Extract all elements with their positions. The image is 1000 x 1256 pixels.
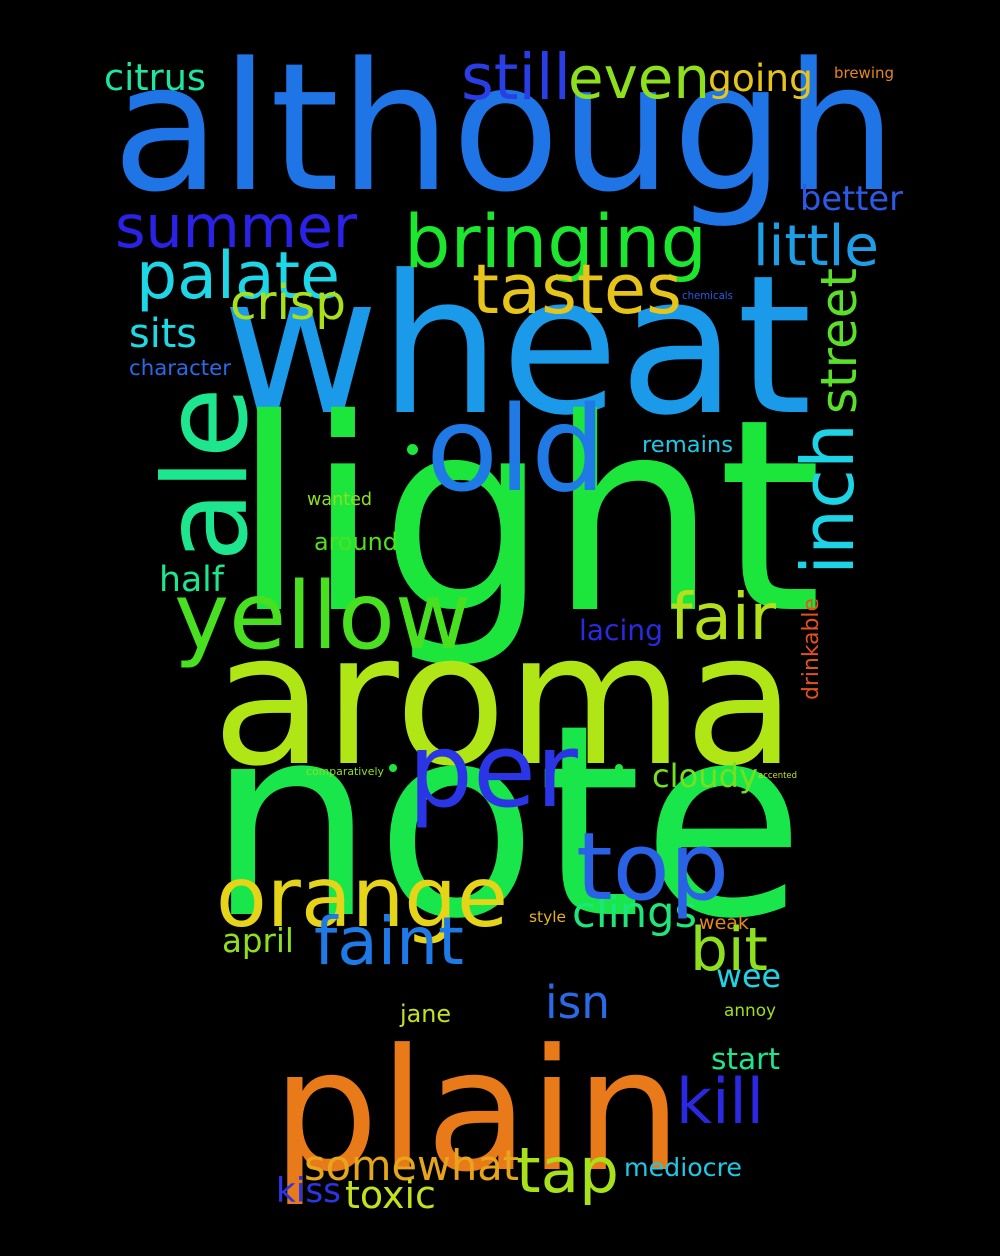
word-remains: remains xyxy=(642,432,733,459)
word-top: top xyxy=(576,812,729,922)
word-style: style xyxy=(529,907,566,926)
word-palate: palate xyxy=(136,238,340,314)
word-faint: faint xyxy=(314,903,464,981)
word-character: character xyxy=(129,356,231,382)
word-cloudy: cloudy xyxy=(652,757,758,796)
word-drinkable: drinkable xyxy=(799,598,825,700)
word-per: per xyxy=(408,711,578,831)
word-citrus: citrus xyxy=(104,56,206,100)
word-still: still xyxy=(461,41,571,114)
word-crisp: crisp xyxy=(230,274,346,331)
word-kill: kill xyxy=(676,1065,764,1139)
word-tap: tap xyxy=(516,1133,619,1207)
word-street: street xyxy=(810,268,869,414)
word-annoy: annoy xyxy=(724,999,776,1020)
word-reminds: reminds xyxy=(0,0,65,17)
word-although: although xyxy=(112,25,897,232)
word-orange: orange xyxy=(216,848,509,946)
word-better: better xyxy=(800,179,903,219)
word-somewhat: somewhat xyxy=(304,1140,519,1190)
word-april: april xyxy=(222,922,294,961)
word-yellow: yellow xyxy=(174,562,471,671)
word-wheat: wheat xyxy=(222,234,812,458)
word-bit: bit xyxy=(690,916,768,986)
word-chemicals: chemicals xyxy=(682,290,733,302)
word-inch: inch xyxy=(786,423,871,575)
word-lacing: lacing xyxy=(579,614,663,648)
word-isn: isn xyxy=(545,975,610,1029)
word-kiss: kiss xyxy=(276,1171,341,1212)
word-sits: sits xyxy=(129,310,197,357)
word-going: going xyxy=(708,56,813,101)
word-accented: accented xyxy=(758,769,797,780)
word-clings: clings xyxy=(572,888,697,939)
word-around: around xyxy=(314,527,398,556)
word-light: light xyxy=(232,361,822,672)
word-weak: weak xyxy=(699,911,749,934)
word-old: old xyxy=(426,380,606,519)
word-comparatively: comparatively xyxy=(306,764,384,778)
dot-mark xyxy=(615,764,623,772)
word-note: note xyxy=(207,667,805,977)
word-toxic: toxic xyxy=(345,1173,436,1218)
word-summer: summer xyxy=(115,192,357,261)
dot-mark xyxy=(406,443,418,455)
word-ale: ale xyxy=(139,387,275,562)
word-jane: jane xyxy=(400,1000,451,1029)
word-start: start xyxy=(711,1041,780,1076)
word-plain: plain xyxy=(272,1012,682,1209)
word-wee: wee xyxy=(716,959,781,996)
word-mediocre: mediocre xyxy=(624,1152,742,1182)
word-brewing: brewing xyxy=(834,63,894,82)
word-tastes: tastes xyxy=(472,249,682,330)
word-even: even xyxy=(568,44,710,113)
word-little: little xyxy=(753,213,879,279)
word-wanted: wanted xyxy=(307,489,372,510)
word-half: half xyxy=(159,560,224,601)
word-bringing: bringing xyxy=(404,200,707,286)
dot-mark xyxy=(389,764,397,772)
word-fair: fair xyxy=(670,581,776,656)
word-aroma: aroma xyxy=(212,595,796,808)
